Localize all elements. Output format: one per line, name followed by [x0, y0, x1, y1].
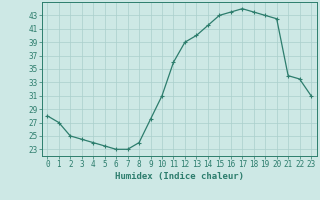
X-axis label: Humidex (Indice chaleur): Humidex (Indice chaleur) [115, 172, 244, 181]
